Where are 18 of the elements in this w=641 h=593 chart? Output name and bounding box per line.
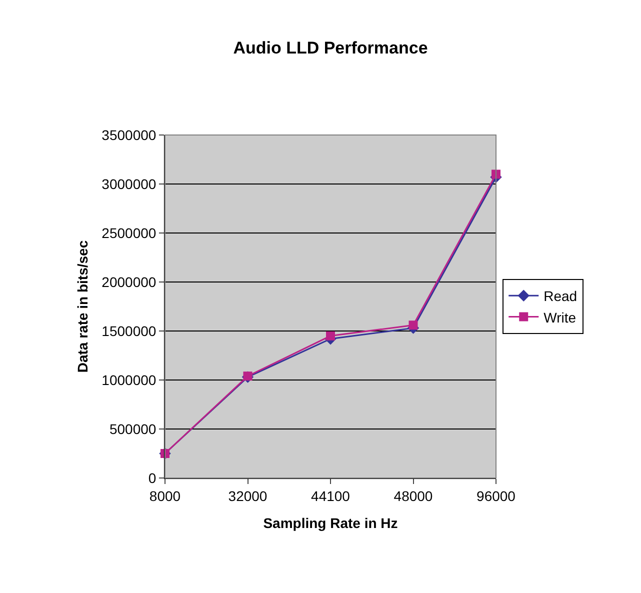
y-tick-label: 2000000 <box>102 274 156 290</box>
legend-label: Read <box>544 288 578 304</box>
y-tick-label: 3500000 <box>102 126 156 143</box>
x-tick-label: 8000 <box>149 488 181 504</box>
y-tick-label: 500000 <box>109 420 156 437</box>
y-tick-label: 1500000 <box>102 322 156 339</box>
y-tick-label: 0 <box>148 470 156 486</box>
x-axis-title: Sampling Rate in Hz <box>263 515 398 532</box>
x-tick-label: 96000 <box>476 488 516 504</box>
y-tick-label: 1000000 <box>102 372 156 388</box>
y-axis-title: Data rate in bits/sec <box>74 240 90 373</box>
y-tick-label: 2500000 <box>102 224 156 241</box>
x-tick-label: 48000 <box>394 488 433 504</box>
y-tick-label: 3000000 <box>102 176 156 192</box>
x-tick-label: 44100 <box>311 488 350 504</box>
x-tick-label: 32000 <box>228 488 268 504</box>
chart-title: Audio LLD Performance <box>233 38 428 58</box>
legend-label: Write <box>544 309 576 326</box>
